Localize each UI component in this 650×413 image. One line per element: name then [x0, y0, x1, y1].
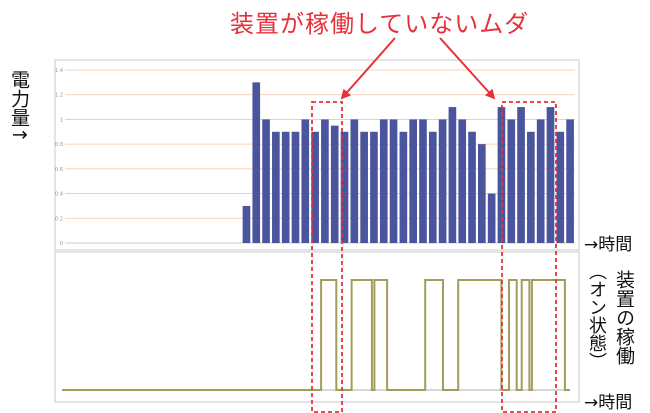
bar: [321, 119, 329, 243]
x-axis-label-bottom: →時間: [584, 393, 633, 413]
bar: [507, 119, 516, 243]
callout-arrow-right: [439, 37, 496, 100]
bar: [272, 131, 280, 243]
y-tick-label: 0.8: [55, 142, 63, 148]
y-tick-label: 1.4: [55, 68, 63, 74]
idle-highlight-box-1: [311, 101, 343, 413]
bar: [262, 119, 270, 243]
y-tick-label: 0: [60, 241, 63, 247]
y-tick-label: 1.2: [55, 93, 63, 99]
bar-series: [242, 82, 574, 243]
bar: [242, 205, 251, 243]
bar: [428, 131, 437, 243]
bar: [419, 119, 427, 243]
bar: [370, 131, 378, 243]
bar: [527, 131, 535, 243]
bar: [448, 107, 457, 243]
bar: [281, 131, 290, 243]
bottom-panel: [54, 251, 580, 403]
bar: [478, 144, 486, 243]
bar: [566, 119, 574, 243]
y-tick-label: 0.6: [55, 167, 63, 173]
bar: [389, 119, 398, 243]
bar: [330, 125, 339, 243]
on-off-series: [62, 279, 570, 391]
bar: [399, 131, 408, 243]
bar: [468, 131, 476, 243]
bar: [438, 119, 447, 243]
bar: [291, 131, 300, 243]
bar: [350, 119, 359, 243]
x-axis-label-top: →時間: [584, 235, 633, 255]
top-y-ticks: 0 0.2 0.4 0.6 0.8 1 1.2 1.4: [55, 68, 63, 247]
y-tick-label: 0.4: [55, 192, 63, 198]
y-axis-label: 電力量↑: [8, 70, 30, 143]
bar: [517, 107, 525, 243]
bar: [301, 119, 310, 243]
callout-arrow-left: [340, 37, 396, 100]
bar: [360, 131, 368, 243]
chart-title: 装置が稼働していないムダ: [230, 10, 530, 38]
bar: [252, 82, 261, 243]
on-state-label: （オン状態）: [586, 262, 607, 370]
bar: [458, 119, 467, 243]
bar: [556, 131, 565, 243]
device-operation-label: 装置の稼働: [613, 270, 635, 365]
bar: [487, 193, 496, 243]
bar: [536, 119, 545, 243]
bar: [409, 119, 417, 243]
bar: [379, 119, 388, 243]
bar: [546, 107, 555, 243]
on-off-line: [62, 279, 570, 391]
y-tick-label: 1: [60, 117, 63, 123]
y-tick-label: 0.2: [55, 216, 63, 222]
bar: [340, 131, 349, 243]
bar: [311, 131, 319, 243]
